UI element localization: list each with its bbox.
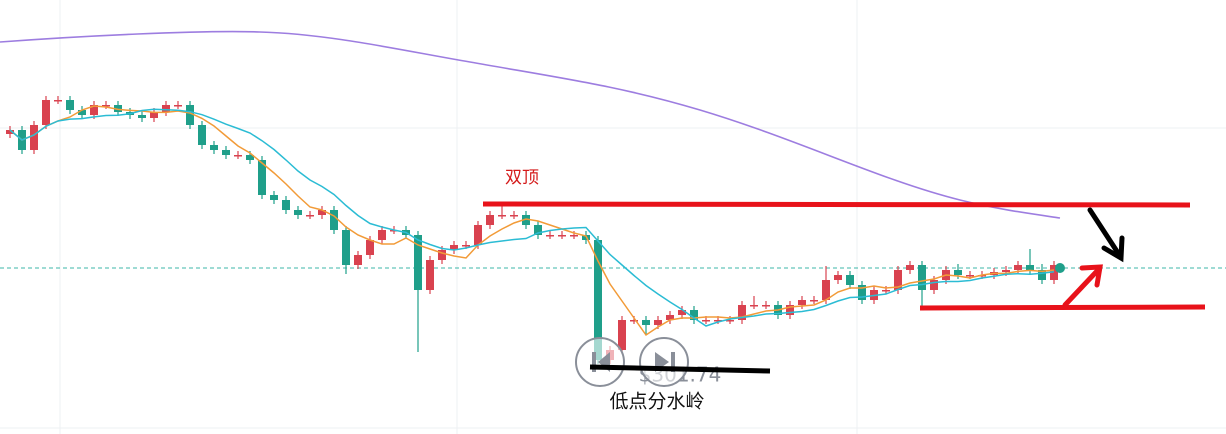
up-arrow (1062, 264, 1103, 308)
candle-body (90, 105, 98, 115)
candle-body (882, 290, 890, 292)
candle-body (150, 112, 158, 118)
candle-body (270, 195, 278, 200)
candle-body (654, 320, 662, 325)
candle-body (690, 310, 698, 320)
candle-body (210, 145, 218, 150)
candle-body (114, 105, 122, 112)
candle-body (822, 280, 830, 300)
last-price-dot (1055, 263, 1065, 273)
candle-body (54, 100, 62, 102)
moving-averages (9, 105, 1055, 337)
candle-body (222, 150, 230, 155)
candle-body (294, 210, 302, 215)
candle-body (726, 320, 734, 322)
candle-body (426, 260, 434, 290)
candle-body (522, 215, 530, 225)
candle-body (354, 255, 362, 265)
candle-body (810, 300, 818, 302)
candle-body (510, 215, 518, 217)
candle-body (966, 275, 974, 277)
candle-body (786, 305, 794, 315)
candle-body (798, 300, 806, 305)
candle-body (306, 215, 314, 217)
candle-body (750, 305, 758, 307)
candle-body (462, 245, 470, 247)
candle-body (486, 215, 494, 225)
candle-body (1038, 270, 1046, 280)
candle-body (174, 105, 182, 107)
candle-body (1014, 265, 1022, 270)
candle-body (378, 230, 386, 240)
candle-body (318, 210, 326, 215)
candle-body (450, 245, 458, 250)
candle-body (534, 225, 542, 235)
candle-body (414, 235, 422, 290)
candle-body (30, 125, 38, 150)
candle-body (618, 320, 626, 350)
support-line (919, 304, 1206, 311)
candle-body (330, 210, 338, 230)
candle-body (342, 230, 350, 265)
candle-body (558, 235, 566, 237)
candle-body (930, 280, 938, 290)
candle-body (366, 240, 374, 255)
candle-body (246, 155, 254, 160)
candle-body (102, 105, 110, 107)
candle-body (258, 160, 266, 195)
long-ma (0, 30, 1061, 219)
candle-body (1026, 265, 1034, 270)
candle-body (78, 110, 86, 115)
candle-body (666, 315, 674, 320)
candle-body (474, 225, 482, 245)
candle-body (738, 305, 746, 320)
candle-body (702, 320, 710, 322)
pattern-label: 双顶 (505, 168, 539, 188)
candle-body (906, 265, 914, 270)
candle-body (198, 125, 206, 145)
down-arrow (1087, 207, 1125, 263)
resistance-line (482, 201, 1191, 208)
support-label: 低点分水岭 (609, 391, 704, 413)
candle-body (438, 250, 446, 260)
candle-body (594, 240, 602, 360)
candle-body (234, 155, 242, 157)
candle-body (546, 235, 554, 237)
candle-body (834, 275, 842, 280)
candle-body (42, 100, 50, 125)
candle-body (894, 270, 902, 290)
candle-body (858, 285, 866, 300)
candle-body (762, 305, 770, 307)
candle-body (954, 270, 962, 275)
candle-body (918, 265, 926, 290)
candle-body (630, 320, 638, 322)
candle-body (642, 320, 650, 325)
playback-buttons[interactable] (575, 337, 689, 387)
candle-body (162, 105, 170, 112)
candle-body (1002, 270, 1010, 272)
ma-line (9, 105, 1055, 337)
candle-body (678, 310, 686, 315)
candle-body (186, 105, 194, 125)
candle-body (570, 235, 578, 237)
candle-body (138, 115, 146, 118)
ma-line (9, 108, 1055, 327)
watershed-line (589, 364, 771, 374)
candles (6, 96, 1058, 364)
candle-body (846, 275, 854, 285)
candle-body (498, 215, 506, 217)
candle-body (6, 130, 14, 134)
candle-body (66, 100, 74, 110)
candle-body (714, 320, 722, 322)
candle-body (282, 200, 290, 210)
candle-body (1050, 265, 1058, 280)
